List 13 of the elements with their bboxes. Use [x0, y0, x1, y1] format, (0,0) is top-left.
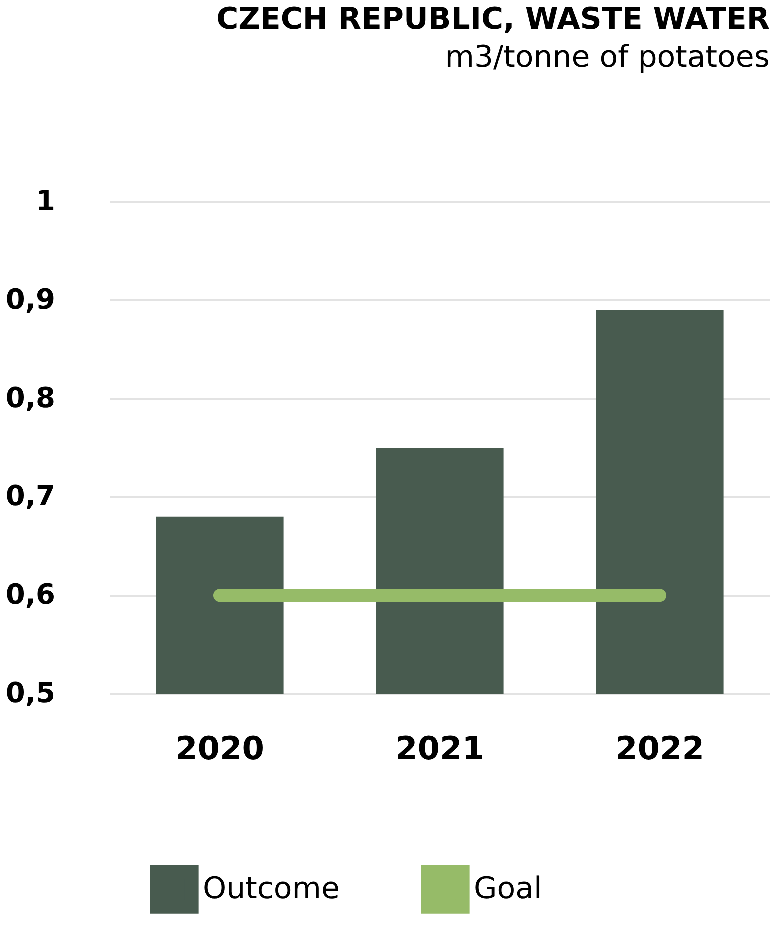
x-tick-label: 2022: [615, 730, 705, 768]
y-tick-label: 0,7: [6, 480, 56, 513]
chart-title: CZECH REPUBLIC, WASTE WATER: [216, 2, 770, 37]
legend-label: Outcome: [203, 872, 340, 907]
y-tick-label: 0,9: [6, 282, 56, 316]
x-tick-label: 2021: [395, 730, 485, 768]
y-tick-label: 0,8: [6, 381, 56, 414]
y-tick-label: 0,6: [6, 578, 56, 612]
y-tick-label: 0,5: [6, 676, 56, 710]
legend-label: Goal: [474, 872, 542, 907]
y-tick-label: 1: [36, 184, 56, 218]
chart-subtitle: m3/tonne of potatoes: [445, 40, 770, 75]
x-tick-label: 2020: [175, 730, 265, 768]
